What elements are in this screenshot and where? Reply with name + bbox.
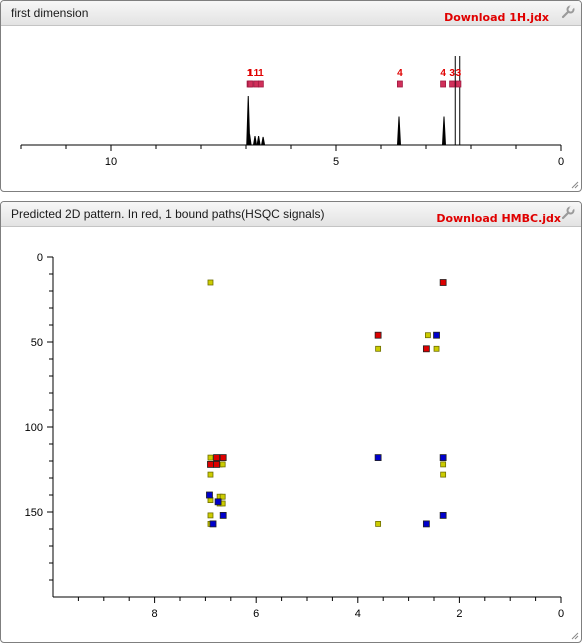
blue-signal-marker: [374, 454, 382, 462]
red-signal-marker: [422, 345, 430, 353]
red-signal-marker: [213, 454, 220, 462]
panel-header-2d: Predicted 2D pattern. In red, 1 bound pa…: [1, 202, 581, 227]
peak-assignment-label: 4: [440, 68, 446, 79]
yellow-signal-marker: [440, 461, 447, 468]
x-tick-label: 6: [253, 608, 259, 620]
peak-assignment-label: 3: [449, 68, 455, 79]
peak-assignment-label: 1: [254, 68, 260, 79]
peak-assignment-label: 1: [258, 68, 264, 79]
red-signal-marker: [213, 460, 220, 468]
predicted-2d-panel: Predicted 2D pattern. In red, 1 bound pa…: [0, 201, 582, 643]
download-1h-jdx-link[interactable]: Download 1H.jdx: [444, 11, 549, 24]
spectrum-peak: [247, 134, 252, 146]
peak-assignment-label: 1: [247, 68, 253, 79]
peak-assignment-marker: [257, 80, 264, 88]
y-tick-label: 50: [31, 337, 43, 349]
spectrum-1d-chart: 10 5 011 11 4 4 3 3: [20, 56, 564, 168]
x-tick-label: 2: [456, 608, 462, 620]
red-signal-marker: [439, 279, 447, 286]
yellow-signal-marker: [375, 520, 382, 527]
red-signal-marker: [207, 460, 214, 468]
predicted-2d-chart: 0 50 100 150 8 6 4 2 0: [25, 252, 564, 620]
x-tick-label: 5: [333, 156, 339, 168]
peak-assignment-label: 3: [456, 68, 462, 79]
x-tick-label: 10: [105, 156, 117, 168]
peak-assignment-marker: [449, 80, 456, 88]
yellow-signal-marker: [219, 461, 226, 468]
peak-assignment-marker: [396, 80, 403, 88]
yellow-signal-marker: [375, 345, 382, 352]
wrench-icon[interactable]: [561, 206, 575, 220]
blue-signal-marker: [422, 520, 430, 528]
peak-assignment-label: 1: [248, 68, 254, 79]
y-tick-label: 150: [25, 507, 43, 519]
spectrum-peak: [396, 116, 402, 146]
x-tick-label: 8: [152, 608, 158, 620]
wrench-icon[interactable]: [561, 5, 575, 19]
red-signal-marker: [219, 454, 227, 462]
x-tick-label: 0: [558, 156, 564, 168]
blue-signal-marker: [439, 454, 447, 462]
blue-signal-marker: [206, 491, 213, 499]
x-tick-label: 4: [355, 608, 361, 620]
resize-grip-icon[interactable]: [571, 632, 579, 640]
blue-signal-marker: [219, 511, 227, 519]
spectrum-peak: [441, 116, 447, 146]
peak-assignment-label: 4: [397, 68, 403, 79]
blue-signal-marker: [433, 331, 440, 339]
yellow-signal-marker: [440, 471, 447, 478]
panel-header-1d: first dimension Download 1H.jdx: [1, 1, 581, 26]
spectrum-peak: [260, 136, 266, 146]
peak-assignment-marker: [440, 80, 447, 88]
spectrum-1d-panel: first dimension Download 1H.jdx 10 5 0 1 1 1 1…: [0, 0, 582, 192]
peak-assignment-marker: [247, 80, 254, 88]
download-hmbc-jdx-link[interactable]: Download HMBC.jdx: [436, 212, 561, 225]
yellow-signal-marker: [207, 471, 214, 478]
x-tick-label: 0: [558, 608, 564, 620]
panel-title-2d: Predicted 2D pattern. In red, 1 bound pa…: [11, 207, 325, 221]
yellow-signal-marker: [207, 454, 214, 461]
yellow-signal-marker: [433, 345, 440, 352]
blue-signal-marker: [439, 511, 447, 519]
yellow-signal-marker: [425, 332, 431, 339]
y-tick-label: 100: [25, 422, 43, 434]
yellow-signal-marker: [207, 279, 214, 286]
peak-assignment-marker: [455, 80, 462, 88]
blue-signal-marker: [214, 498, 222, 506]
yellow-signal-marker: [219, 493, 226, 500]
spectrum-peak: [256, 136, 261, 146]
y-tick-label: 0: [37, 252, 43, 264]
resize-grip-icon[interactable]: [571, 181, 579, 189]
spectrum-peak: [252, 136, 258, 146]
blue-signal-marker: [209, 520, 217, 528]
yellow-signal-marker: [207, 512, 214, 519]
red-signal-marker: [374, 331, 382, 339]
panel-title-1d: first dimension: [11, 6, 89, 20]
